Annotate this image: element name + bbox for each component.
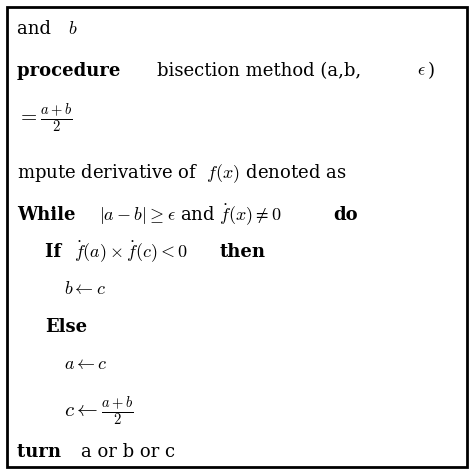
Text: $b \leftarrow c$: $b \leftarrow c$ <box>64 281 106 299</box>
FancyBboxPatch shape <box>8 8 466 466</box>
Text: mpute derivative of  $f(x)$ denoted as: mpute derivative of $f(x)$ denoted as <box>17 163 346 185</box>
Text: procedure: procedure <box>17 62 127 80</box>
Text: turn: turn <box>17 443 67 461</box>
Text: $= \frac{a+b}{2}$: $= \frac{a+b}{2}$ <box>17 100 73 135</box>
Text: Else: Else <box>45 318 87 336</box>
Text: a or b or c: a or b or c <box>81 443 175 461</box>
Text: If: If <box>45 243 67 261</box>
Text: ): ) <box>428 62 435 80</box>
Text: $c \leftarrow \frac{a+b}{2}$: $c \leftarrow \frac{a+b}{2}$ <box>64 394 133 428</box>
Text: While: While <box>17 206 82 224</box>
Text: bisection method (a,b,: bisection method (a,b, <box>156 62 361 80</box>
Text: $b$: $b$ <box>67 19 77 37</box>
Text: do: do <box>333 206 358 224</box>
Text: then: then <box>220 243 266 261</box>
Text: $\epsilon$: $\epsilon$ <box>417 62 426 80</box>
Text: $\dot{f}(a) \times \dot{f}(c) < 0$: $\dot{f}(a) \times \dot{f}(c) < 0$ <box>73 239 188 264</box>
Text: $a \leftarrow c$: $a \leftarrow c$ <box>64 356 108 374</box>
Text: $|a - b| \geq \epsilon$ and $\dot{f}(x) \neq 0$: $|a - b| \geq \epsilon$ and $\dot{f}(x) … <box>100 202 283 227</box>
Text: and: and <box>17 19 56 37</box>
